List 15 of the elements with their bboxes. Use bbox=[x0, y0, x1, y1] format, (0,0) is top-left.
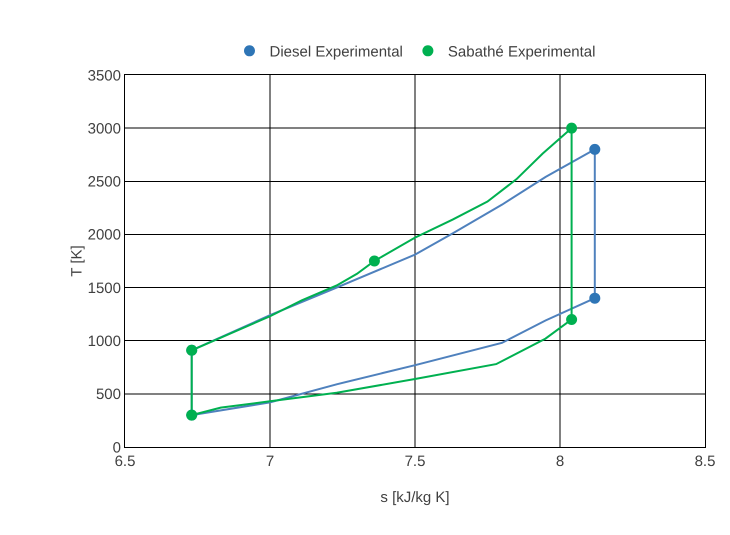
y-axis-title: T [K] bbox=[68, 245, 86, 277]
x-tick-label: 8.5 bbox=[694, 453, 716, 470]
y-tick-label: 1000 bbox=[88, 332, 121, 350]
y-tick-label: 500 bbox=[96, 386, 121, 404]
x-axis-title: s [kJ/kg K] bbox=[380, 489, 450, 506]
legend-label: Sabathé Experimental bbox=[448, 44, 596, 61]
x-tick-label: 8 bbox=[556, 453, 564, 470]
y-tick-label: 3500 bbox=[88, 67, 121, 84]
x-tick-label: 7.5 bbox=[404, 453, 426, 470]
legend-label: Diesel Experimental bbox=[270, 44, 403, 61]
x-tick-label: 7 bbox=[266, 453, 274, 470]
y-tick-label: 2000 bbox=[88, 226, 121, 244]
y-tick-label: 3000 bbox=[88, 120, 121, 138]
y-tick-label: 2500 bbox=[88, 174, 121, 191]
y-tick-label: 1500 bbox=[88, 280, 121, 297]
